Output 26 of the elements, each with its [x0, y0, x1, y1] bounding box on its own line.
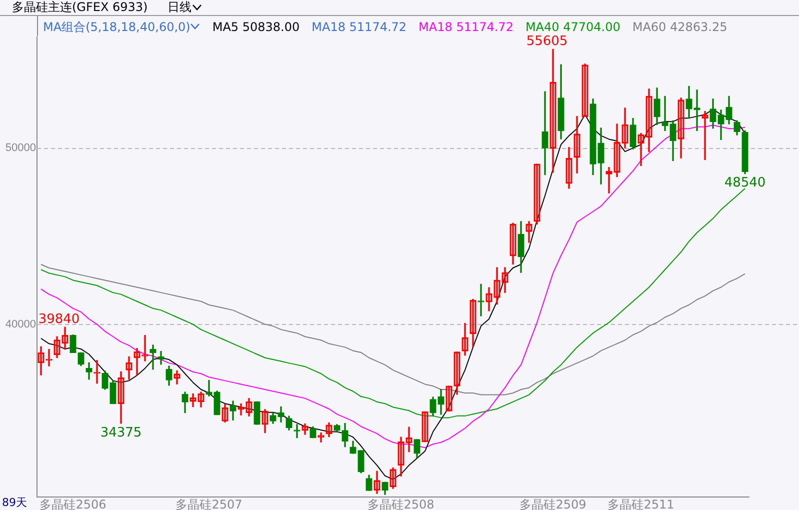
- annotation: 55605: [526, 34, 568, 50]
- text: 89天: [2, 496, 27, 509]
- candlestick: [662, 96, 668, 132]
- x-tick-label: 多晶硅2507: [176, 497, 242, 510]
- y-tick-label: 50000: [5, 142, 36, 154]
- chart-title: 多晶硅主连(GFEX 6933): [12, 0, 148, 16]
- x-tick-label: 多晶硅2506: [40, 497, 106, 510]
- x-tick-label: 多晶硅2508: [368, 497, 434, 510]
- text: MA5 50838.00: [212, 18, 300, 36]
- candlestick: [542, 91, 548, 176]
- annotation: 34375: [100, 425, 142, 440]
- y-tick-label: 40000: [5, 318, 36, 330]
- text: MA18 51174.72: [418, 18, 514, 36]
- candlestick: [446, 386, 452, 412]
- x-tick-label: 多晶硅2509: [520, 497, 586, 510]
- x-tick-label: 多晶硅2511: [608, 497, 674, 510]
- text: MA组合(5,18,18,40,60,0): [43, 18, 190, 36]
- annotation: 48540: [724, 176, 766, 191]
- text: MA40 47704.00: [525, 20, 620, 34]
- candlestick: [150, 344, 156, 370]
- annotation: 39840: [38, 312, 80, 327]
- candlestick: [422, 411, 428, 442]
- candlestick: [206, 380, 212, 396]
- chart-subtitle: 日线: [168, 0, 192, 16]
- text: MA18 51174.72: [312, 18, 407, 36]
- text: MA60 42863.25: [632, 18, 728, 36]
